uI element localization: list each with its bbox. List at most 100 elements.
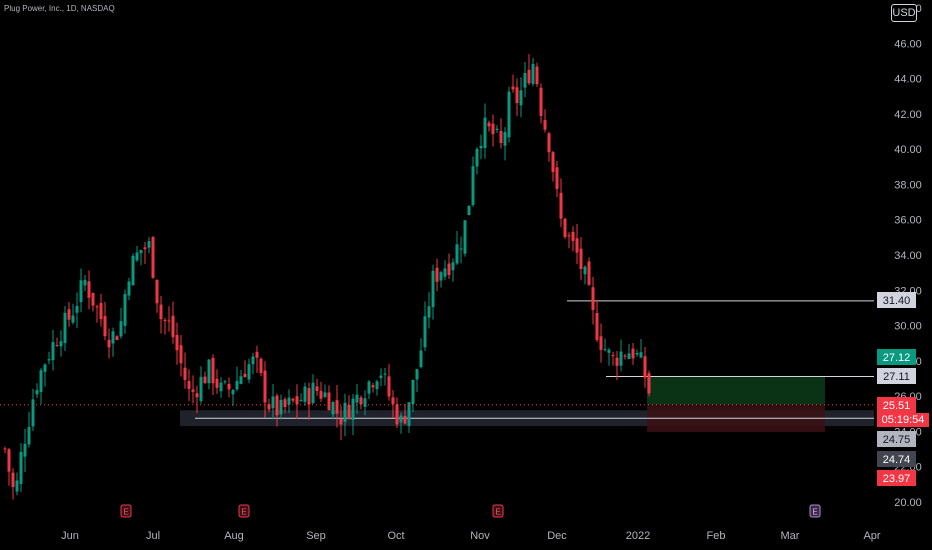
candle-body bbox=[611, 355, 615, 357]
candle bbox=[455, 230, 459, 265]
candle bbox=[175, 322, 179, 365]
y-tick-label: 34.00 bbox=[894, 250, 922, 262]
candle bbox=[239, 370, 243, 385]
candle bbox=[383, 368, 387, 386]
candle-body bbox=[127, 281, 131, 296]
candle-body bbox=[355, 394, 359, 403]
candle bbox=[207, 359, 211, 390]
candle-body bbox=[135, 252, 139, 261]
candle-body bbox=[363, 398, 367, 407]
candle bbox=[27, 411, 31, 448]
candle-body bbox=[227, 383, 231, 390]
price-tag-value: 25.51 bbox=[883, 400, 911, 412]
earnings-badge bbox=[492, 504, 504, 518]
currency-badge[interactable]: USD bbox=[891, 4, 917, 22]
candle bbox=[451, 258, 455, 282]
x-tick-label: Jun bbox=[61, 530, 79, 542]
y-tick-label: 20.00 bbox=[894, 497, 922, 509]
candle bbox=[119, 307, 123, 339]
candle bbox=[547, 131, 551, 162]
candle bbox=[515, 78, 519, 117]
candle-body bbox=[391, 397, 395, 405]
candle bbox=[259, 357, 263, 377]
candle bbox=[271, 383, 275, 420]
x-tick-label: Mar bbox=[781, 530, 800, 542]
candle-body bbox=[31, 399, 35, 427]
candle-body bbox=[151, 237, 155, 278]
candle bbox=[355, 383, 359, 414]
candle-body bbox=[287, 397, 291, 405]
candle-body bbox=[547, 133, 551, 153]
candle-body bbox=[467, 205, 471, 216]
candle bbox=[555, 160, 559, 198]
candle-body bbox=[579, 248, 583, 270]
candle-body bbox=[55, 344, 59, 346]
price-tag: 27.11 bbox=[877, 368, 916, 384]
price-tag: 27.12 bbox=[877, 349, 916, 365]
candle bbox=[283, 397, 287, 414]
price-tag-bg bbox=[877, 292, 916, 308]
candle-body bbox=[179, 345, 183, 364]
candle-body bbox=[347, 404, 351, 419]
candle bbox=[615, 350, 619, 381]
candle-body bbox=[271, 396, 275, 409]
candle bbox=[287, 389, 291, 413]
earnings-marker[interactable]: E bbox=[809, 504, 821, 518]
candle bbox=[603, 338, 607, 352]
candle-body bbox=[43, 364, 47, 372]
candle bbox=[59, 330, 63, 357]
candle-body bbox=[163, 319, 167, 321]
earnings-marker[interactable]: E bbox=[238, 504, 250, 518]
candle-body bbox=[267, 404, 271, 410]
candle-body bbox=[103, 316, 107, 337]
candle-body bbox=[239, 376, 243, 384]
candle-body bbox=[523, 72, 527, 88]
candle-body bbox=[463, 220, 467, 254]
candle-body bbox=[527, 69, 531, 84]
candle-body bbox=[223, 381, 227, 383]
candle-body bbox=[167, 320, 171, 322]
candle bbox=[243, 360, 247, 378]
price-tag: 31.40 bbox=[877, 292, 916, 308]
candle bbox=[363, 390, 367, 416]
candle bbox=[467, 205, 471, 216]
candle-body bbox=[143, 247, 147, 250]
earnings-marker[interactable]: E bbox=[492, 504, 504, 518]
candle bbox=[519, 77, 523, 118]
candle bbox=[415, 368, 419, 392]
x-tick-label: Aug bbox=[224, 530, 244, 542]
candle bbox=[535, 62, 539, 87]
candle-body bbox=[147, 241, 151, 248]
candle-body bbox=[479, 145, 483, 149]
candle bbox=[251, 352, 255, 375]
candle-body bbox=[379, 375, 383, 379]
candle bbox=[599, 323, 603, 363]
candle bbox=[335, 384, 339, 428]
candle bbox=[163, 318, 167, 335]
candle-body bbox=[283, 399, 287, 408]
candle-body bbox=[67, 309, 71, 320]
candle bbox=[71, 303, 75, 325]
price-tag-value: 24.74 bbox=[883, 454, 911, 466]
candle-body bbox=[219, 382, 223, 392]
earnings-marker[interactable]: E bbox=[120, 504, 132, 518]
candle bbox=[127, 277, 131, 301]
y-tick-label: 38.00 bbox=[894, 179, 922, 191]
candle bbox=[167, 306, 171, 332]
candle bbox=[199, 366, 203, 404]
candle-body bbox=[631, 348, 635, 359]
candle-body bbox=[507, 91, 511, 138]
candle bbox=[215, 369, 219, 395]
candle-body bbox=[139, 249, 143, 254]
candle-body bbox=[351, 398, 355, 420]
candle bbox=[303, 382, 307, 406]
candle bbox=[431, 264, 435, 320]
candle bbox=[503, 127, 507, 161]
candle bbox=[123, 289, 127, 334]
candle bbox=[99, 293, 103, 327]
candle bbox=[183, 352, 187, 389]
y-tick-label: 46.00 bbox=[894, 38, 922, 50]
candle bbox=[495, 125, 499, 133]
